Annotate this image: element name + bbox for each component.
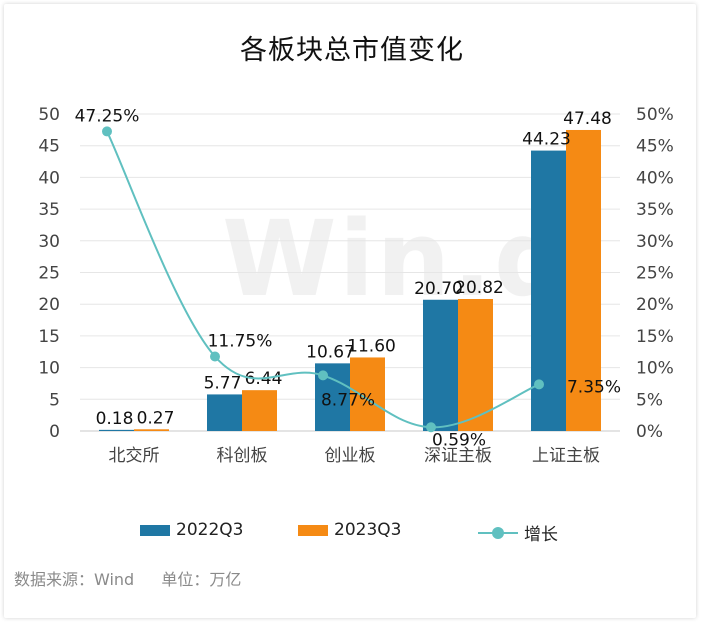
data-label-2022q3: 5.77 <box>204 373 242 393</box>
data-label-2022q3: 44.23 <box>522 130 571 150</box>
data-label-2022q3: 20.70 <box>414 279 463 299</box>
y-left-tick-label: 5 <box>49 390 60 410</box>
y-left-tick-label: 10 <box>38 359 60 379</box>
bar-2023q3 <box>350 357 385 431</box>
unit-note: 单位：万亿 <box>161 570 242 589</box>
legend-label-2022q3: 2022Q3 <box>176 520 244 540</box>
bar-2023q3 <box>458 299 493 431</box>
y-right-tick-label: 35% <box>636 200 674 220</box>
bar-2022q3 <box>99 429 134 431</box>
y-left-tick-label: 15 <box>38 327 60 347</box>
bar-2022q3 <box>207 394 242 431</box>
legend-swatch-2022q3 <box>140 524 170 536</box>
data-label-2022q3: 0.18 <box>96 409 134 429</box>
y-right-tick-label: 30% <box>636 232 674 252</box>
legend-swatch-growth <box>478 526 518 540</box>
data-label-2022q3: 10.67 <box>306 342 355 362</box>
category-label: 深证主板 <box>424 446 492 466</box>
growth-point <box>210 351 220 362</box>
y-left-tick-label: 20 <box>38 295 60 315</box>
data-label-2023q3: 0.27 <box>137 408 175 428</box>
category-label: 科创板 <box>217 446 268 466</box>
y-left-tick-label: 45 <box>38 137 60 157</box>
growth-data-label: 0.59% <box>432 430 486 450</box>
data-label-2023q3: 47.48 <box>563 109 612 129</box>
wind-watermark: Win.d <box>222 198 571 320</box>
growth-line <box>106 131 540 429</box>
legend: 2022Q3 2023Q3 增长 <box>0 520 704 545</box>
growth-point <box>102 126 112 137</box>
legend-label-growth: 增长 <box>524 525 558 545</box>
chart-title: 各板块总市值变化 <box>240 35 464 66</box>
bar-2023q3 <box>566 129 601 431</box>
growth-data-label: 47.25% <box>75 106 140 126</box>
growth-point <box>318 370 328 381</box>
y-right-tick-label: 40% <box>636 168 674 188</box>
y-left-tick-label: 25 <box>38 264 60 284</box>
y-left-tick-label: 0 <box>49 422 60 442</box>
y-left-tick-label: 30 <box>38 232 60 252</box>
growth-point <box>426 422 436 433</box>
y-right-tick-label: 20% <box>636 295 674 315</box>
source-note: 数据来源：Wind <box>14 570 135 589</box>
category-label: 上证主板 <box>532 446 600 466</box>
legend-item-2022q3: 2022Q3 <box>140 520 243 540</box>
data-label-2023q3: 6.44 <box>245 369 283 389</box>
growth-data-label: 7.35% <box>567 377 621 397</box>
category-label: 北交所 <box>109 446 160 466</box>
legend-item-2023q3: 2023Q3 <box>298 520 401 540</box>
y-left-tick-label: 40 <box>38 168 60 188</box>
legend-item-growth: 增长 <box>478 520 558 545</box>
footer: 数据来源：Wind 单位：万亿 <box>14 566 263 590</box>
y-right-tick-label: 50% <box>636 105 674 125</box>
growth-data-label: 8.77% <box>321 390 375 410</box>
data-label-2023q3: 11.60 <box>347 336 396 356</box>
y-right-tick-label: 45% <box>636 137 674 157</box>
y-right-tick-label: 10% <box>636 359 674 379</box>
data-label-2023q3: 20.82 <box>455 278 504 298</box>
growth-data-label: 11.75% <box>208 332 273 352</box>
bar-2023q3 <box>134 429 169 431</box>
y-left-tick-label: 35 <box>38 200 60 220</box>
bar-2022q3 <box>423 299 458 431</box>
y-right-tick-label: 0% <box>636 422 663 442</box>
y-right-tick-label: 5% <box>636 390 663 410</box>
legend-label-2023q3: 2023Q3 <box>334 520 402 540</box>
y-right-tick-label: 15% <box>636 327 674 347</box>
y-right-tick-label: 25% <box>636 264 674 284</box>
bar-2023q3 <box>242 390 277 431</box>
y-left-tick-label: 50 <box>38 105 60 125</box>
category-label: 创业板 <box>325 446 376 466</box>
legend-swatch-2023q3 <box>298 524 328 536</box>
bar-2022q3 <box>531 150 566 432</box>
growth-point <box>534 379 544 390</box>
